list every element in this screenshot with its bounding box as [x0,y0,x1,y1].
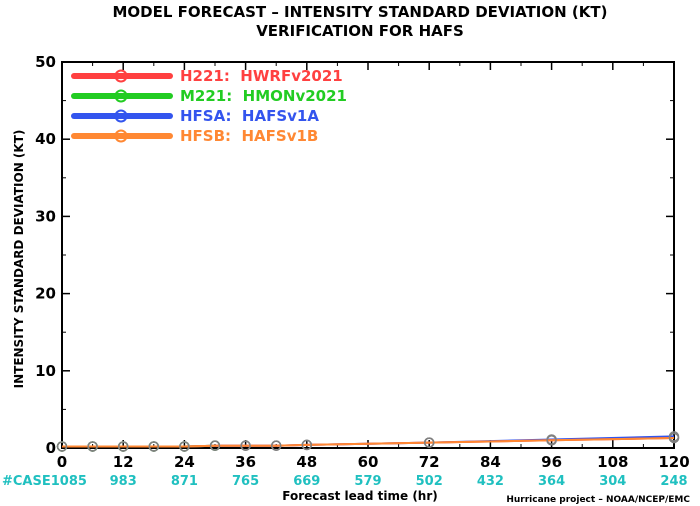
chart-subtitle: VERIFICATION FOR HAFS [256,22,464,40]
legend: H221: HWRFv2021 M221: HMONv2021 HFSA: HAFS… [71,67,347,145]
x-tick-label: 120 [658,453,689,471]
data-point [56,441,68,452]
y-tick-label: 30 [35,207,56,225]
legend-marker [114,129,128,143]
legend-marker [114,69,128,83]
x-axis: 0 12 24 36 48 60 72 84 96 108 120 [57,62,690,471]
data-point [148,441,160,452]
case-count: 669 [293,474,320,489]
data-point [179,441,190,452]
legend-marker [114,109,128,123]
x-tick-label: 60 [358,453,379,471]
case-count: 364 [538,474,565,489]
x-tick-label: 108 [597,453,628,471]
credit-text: Hurricane project – NOAA/NCEP/EMC [506,495,690,505]
y-tick-label: 0 [46,439,56,457]
legend-marker [114,89,128,103]
y-tick-label: 20 [35,285,56,303]
data-point [301,439,313,451]
data-point [87,441,98,452]
case-count: 248 [660,474,687,489]
x-tick-label: 84 [480,453,501,471]
series-layer [56,431,680,452]
case-count-label: #CASE1085 [2,474,87,489]
y-tick-label: 40 [35,130,56,148]
legend-label: M221: HMONv2021 [180,87,347,105]
plot-frame [61,61,675,449]
y-tick-label: 10 [35,362,56,380]
y-axis: 0 10 20 30 40 50 [35,53,674,457]
x-tick-label: 48 [296,453,317,471]
plot-area [61,61,675,449]
x-tick-label: 0 [57,453,67,471]
case-count: 304 [599,474,626,489]
chart-title: MODEL FORECAST – INTENSITY STANDARD DEVI… [113,3,608,21]
case-count: 765 [232,474,259,489]
data-point [546,435,557,446]
data-point [117,441,129,452]
data-point [240,440,251,451]
x-tick-label: 72 [419,453,440,471]
data-point [668,432,680,444]
case-count: 432 [477,474,504,489]
x-tick-label: 36 [235,453,256,471]
legend-label: H221: HWRFv2021 [180,67,343,85]
legend-label: HFSB: HAFSv1B [180,127,318,145]
x-tick-label: 24 [174,453,195,471]
y-tick-label: 50 [35,53,56,71]
data-point [209,440,221,451]
case-count: 871 [171,474,198,489]
case-counts: 983 871 765 669 579 502 432 364 304 248 [110,474,688,489]
case-count: 502 [416,474,443,489]
y-axis-label: INTENSITY STANDARD DEVIATION (KT) [12,130,26,389]
data-point [270,440,282,451]
data-point [423,437,435,448]
x-tick-label: 96 [541,453,562,471]
case-count: 983 [110,474,137,489]
x-axis-label: Forecast lead time (hr) [282,489,438,503]
case-count: 579 [354,474,381,489]
x-tick-label: 12 [113,453,134,471]
legend-label: HFSA: HAFSv1A [180,107,319,125]
